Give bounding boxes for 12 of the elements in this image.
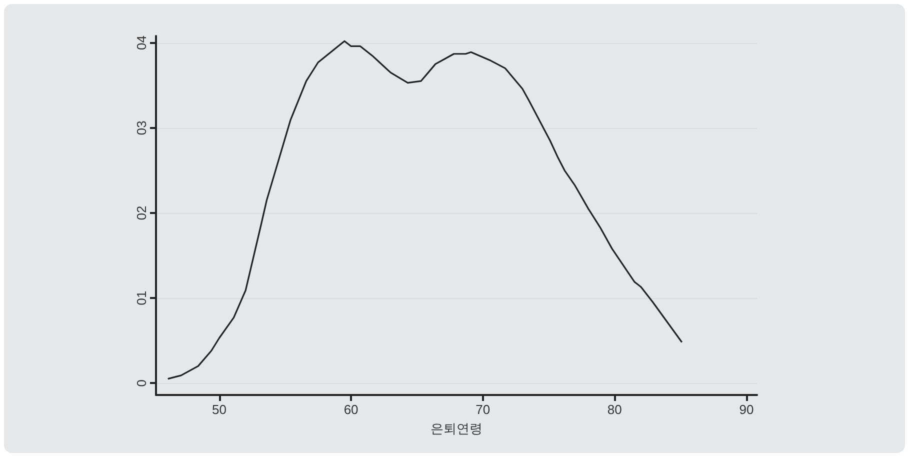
y-tick-label: 0 xyxy=(134,379,149,387)
x-tick-label: 70 xyxy=(476,402,490,417)
y-tick-label: 02 xyxy=(134,206,149,220)
x-tick-label: 50 xyxy=(212,402,226,417)
x-tick-label: 60 xyxy=(344,402,358,417)
y-tick-label: 04 xyxy=(134,36,149,50)
x-axis-title: 은퇴연령 xyxy=(430,422,482,437)
y-tick-label: 03 xyxy=(134,120,149,136)
x-tick-label: 80 xyxy=(607,402,622,417)
line-series xyxy=(167,40,683,380)
x-tick-label: 90 xyxy=(739,402,754,417)
y-tick-label: 01 xyxy=(134,290,149,306)
